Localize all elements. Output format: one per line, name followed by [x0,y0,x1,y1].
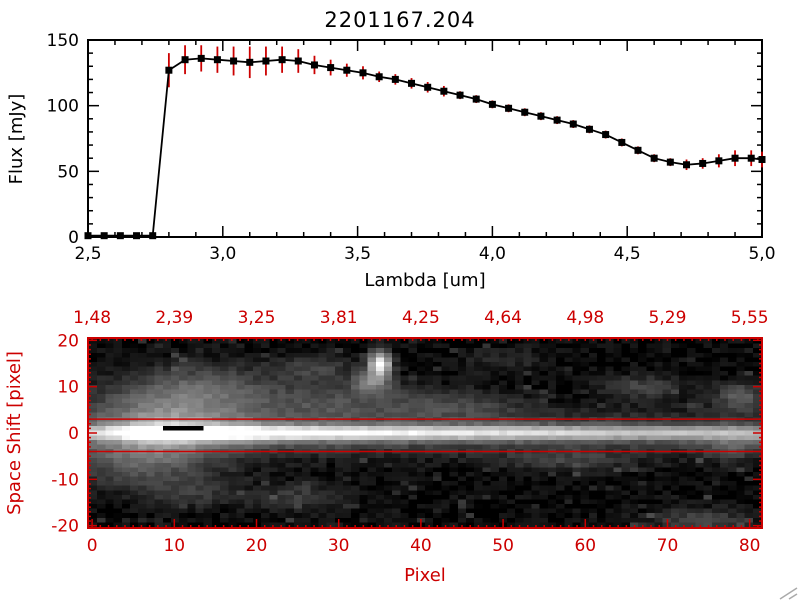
svg-text:50: 50 [492,536,514,556]
svg-text:4,5: 4,5 [614,244,641,264]
svg-text:5,29: 5,29 [649,308,687,328]
plot-title: 2201167.204 [324,8,476,32]
svg-text:20: 20 [246,536,268,556]
svg-text:70: 70 [657,536,679,556]
svg-text:-20: -20 [51,517,79,537]
svg-text:Flux [mJy]: Flux [mJy] [6,94,27,185]
svg-text:5,0: 5,0 [748,244,775,264]
svg-text:5,55: 5,55 [731,308,769,328]
svg-text:4,64: 4,64 [484,308,522,328]
svg-text:0: 0 [68,424,79,444]
svg-text:3,81: 3,81 [320,308,358,328]
svg-text:20: 20 [57,331,79,351]
svg-text:3,0: 3,0 [209,244,236,264]
spectrum-frame [87,39,763,238]
spectral-image [89,339,761,527]
spectrum-error-bars [167,45,763,171]
svg-text:0: 0 [68,228,79,248]
svg-text:2,5: 2,5 [74,244,101,264]
svg-text:Lambda [um]: Lambda [um] [364,270,485,291]
svg-text:3,25: 3,25 [238,308,276,328]
svg-text:150: 150 [47,31,79,51]
svg-text:60: 60 [574,536,596,556]
svg-text:-10: -10 [51,470,79,490]
svg-text:0: 0 [87,536,98,556]
spectrum-line [88,57,763,237]
svg-text:2,39: 2,39 [155,308,193,328]
svg-text:10: 10 [57,378,79,398]
svg-text:10: 10 [163,536,185,556]
spectrum-markers [84,54,766,240]
svg-text:80: 80 [739,536,761,556]
svg-text:40: 40 [410,536,432,556]
resize-grip-icon[interactable] [779,587,798,600]
svg-text:100: 100 [47,97,79,117]
spectrum-plot: 2,5 3,0 3,5 4,0 4,5 5,0 0 50 100 150 Lambda [um] Fl… [6,31,776,291]
spectrum-axis-labels: 2,5 3,0 3,5 4,0 4,5 5,0 0 50 100 150 Lambda [um] Fl… [6,31,776,291]
svg-text:Space Shift [pixel]: Space Shift [pixel] [4,351,25,515]
svg-text:4,25: 4,25 [402,308,440,328]
svg-text:50: 50 [57,162,79,182]
svg-text:30: 30 [328,536,350,556]
svg-text:4,0: 4,0 [479,244,506,264]
svg-text:4,98: 4,98 [566,308,604,328]
svg-text:Pixel: Pixel [404,565,446,586]
svg-text:3,5: 3,5 [344,244,371,264]
svg-text:1,48: 1,48 [73,308,111,328]
